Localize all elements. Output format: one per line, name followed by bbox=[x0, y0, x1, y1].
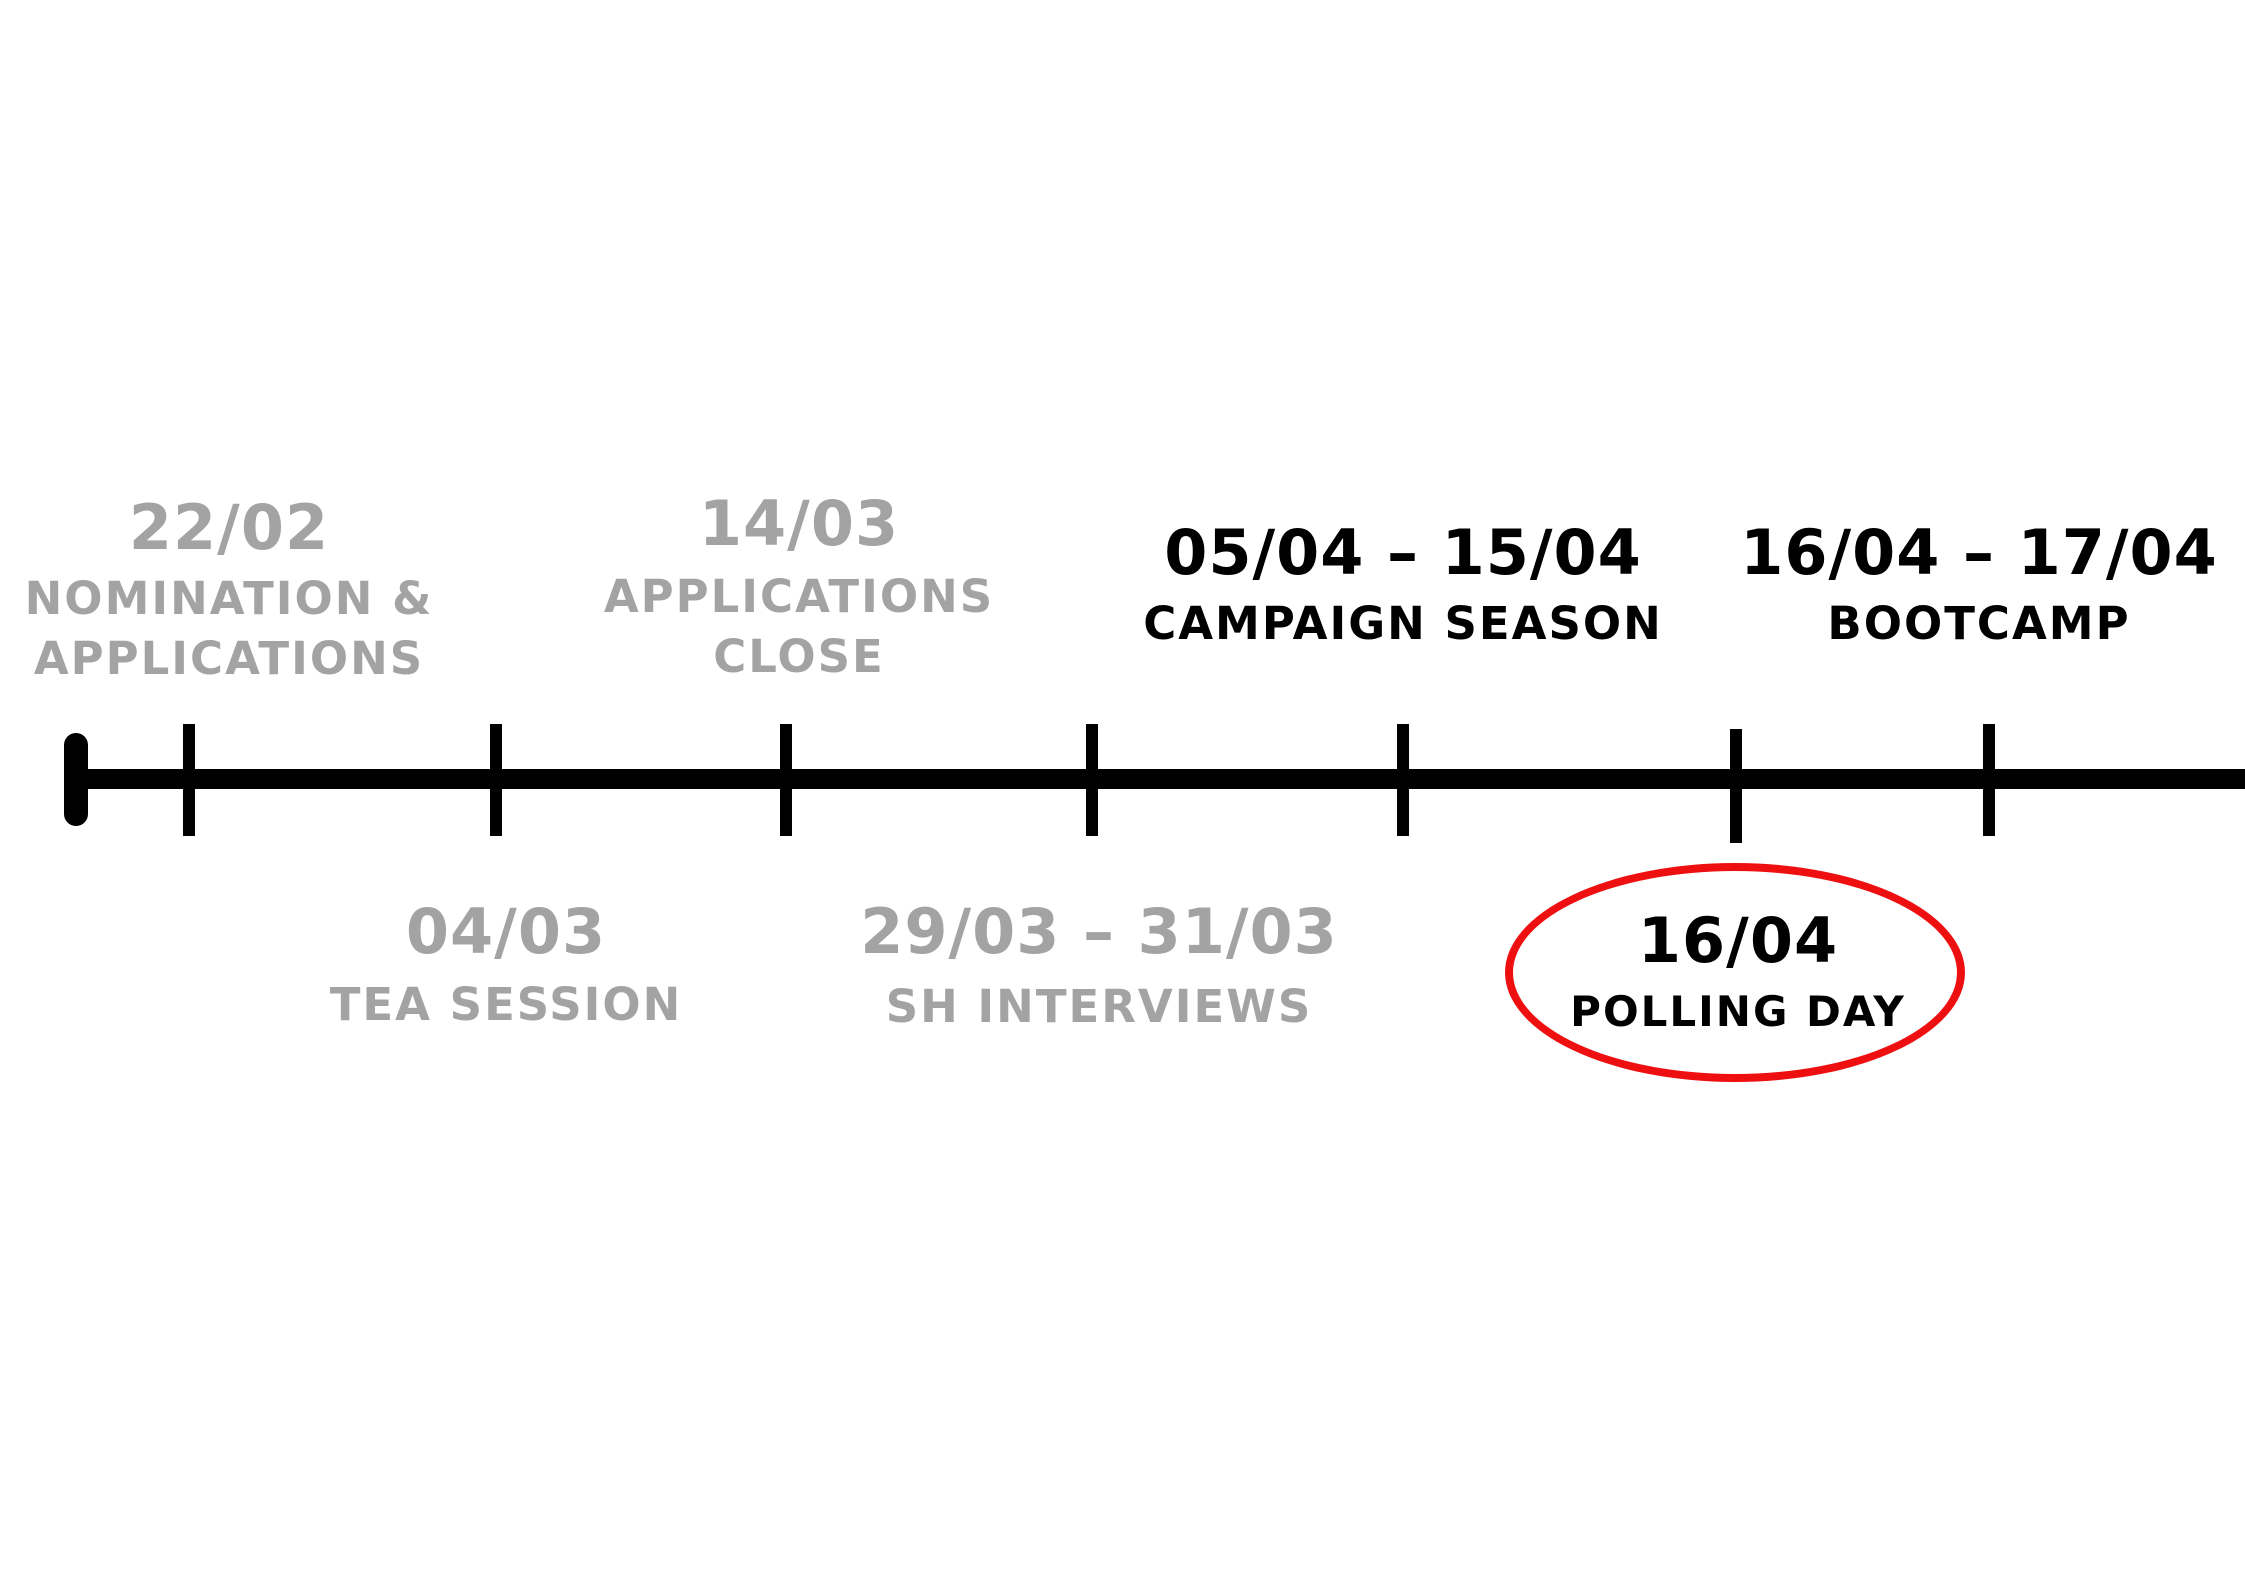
tick-6 bbox=[1730, 729, 1742, 843]
tick-1 bbox=[183, 724, 195, 836]
event-caption: CAMPAIGN SEASON bbox=[1143, 597, 1663, 650]
event-caption: TEA SESSION bbox=[329, 978, 683, 1031]
event-caption: BOOTCAMP bbox=[1827, 597, 2131, 650]
tick-7 bbox=[1983, 724, 1995, 836]
event-caption: CLOSE bbox=[713, 630, 885, 683]
event-bootcamp: 16/04 – 17/04 BOOTCAMP bbox=[1740, 522, 2218, 654]
event-date: 29/03 – 31/03 bbox=[860, 895, 1338, 968]
event-caption: SH INTERVIEWS bbox=[885, 980, 1313, 1033]
event-polling-day: 16/04 POLLING DAY bbox=[1570, 910, 1906, 1042]
event-caption: APPLICATIONS bbox=[603, 570, 995, 623]
event-nomination: 22/02 NOMINATION & APPLICATIONS bbox=[25, 497, 434, 689]
polling-day-highlight-ring bbox=[1505, 863, 1965, 1082]
event-tea-session: 04/03 TEA SESSION bbox=[330, 901, 683, 1035]
event-campaign-season: 05/04 – 15/04 CAMPAIGN SEASON bbox=[1143, 522, 1663, 654]
event-date: 22/02 bbox=[128, 491, 330, 564]
tick-4 bbox=[1086, 724, 1098, 836]
event-caption: NOMINATION & bbox=[24, 572, 434, 625]
tick-2 bbox=[490, 724, 502, 836]
event-caption: POLLING DAY bbox=[1570, 987, 1906, 1036]
event-date: 05/04 – 15/04 bbox=[1164, 516, 1642, 589]
event-caption: APPLICATIONS bbox=[33, 632, 425, 685]
tick-5 bbox=[1397, 724, 1409, 836]
event-date: 16/04 – 17/04 bbox=[1740, 516, 2218, 589]
event-applications-close: 14/03 APPLICATIONS CLOSE bbox=[604, 493, 994, 687]
timeline-start-cap bbox=[64, 733, 88, 826]
tick-3 bbox=[780, 724, 792, 836]
event-date: 16/04 bbox=[1637, 904, 1839, 977]
timeline-axis bbox=[76, 769, 2245, 789]
event-date: 04/03 bbox=[405, 895, 607, 968]
event-date: 14/03 bbox=[698, 487, 900, 560]
event-sh-interviews: 29/03 – 31/03 SH INTERVIEWS bbox=[860, 901, 1338, 1037]
